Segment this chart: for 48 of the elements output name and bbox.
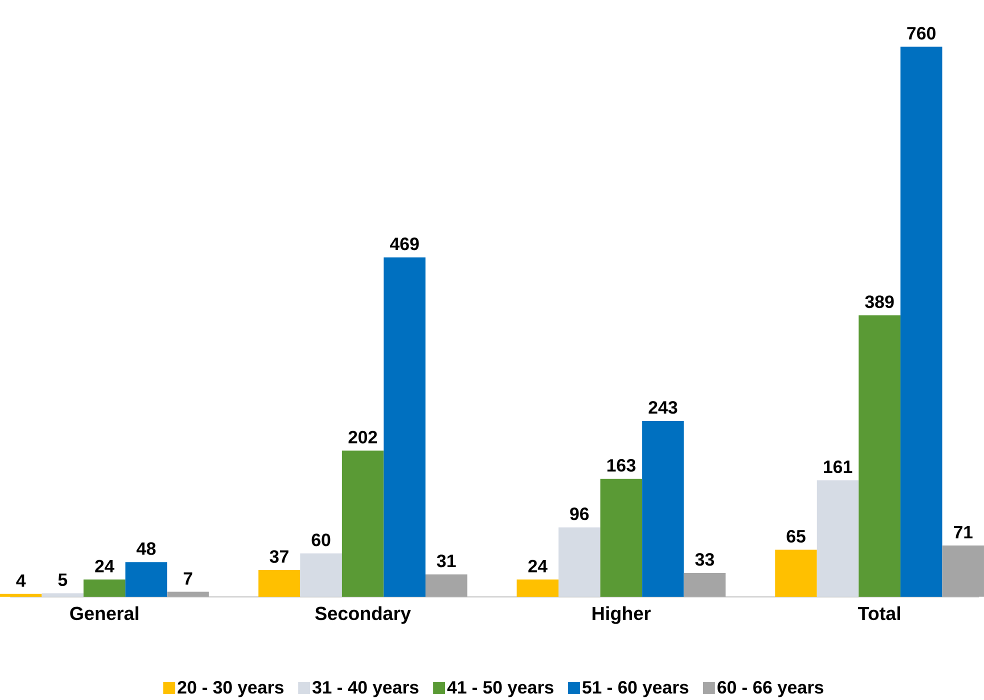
data-label: 389 (865, 295, 894, 308)
bar (84, 579, 126, 597)
bar (125, 562, 168, 597)
bar (0, 594, 42, 597)
data-label: 71 (954, 526, 973, 538)
data-label: 48 (136, 542, 156, 555)
data-label: 760 (907, 26, 936, 40)
bar (258, 570, 300, 597)
legend-label: 20 - 30 years (178, 680, 284, 698)
data-label: 24 (528, 560, 548, 572)
data-label: 31 (436, 554, 456, 568)
bar (642, 420, 684, 597)
bar (942, 545, 984, 597)
data-label: 7 (184, 572, 192, 584)
data-label: 60 (312, 533, 330, 546)
data-label: 4 (16, 574, 26, 587)
bar (684, 572, 726, 597)
legend-label: 60 - 66 years (718, 680, 824, 698)
data-label: 96 (570, 507, 589, 520)
legend-label: 41 - 50 years (447, 680, 554, 698)
data-label: 163 (607, 458, 636, 472)
data-label: 24 (95, 560, 114, 572)
bar (775, 550, 817, 597)
data-label: 5 (58, 573, 68, 586)
bar (858, 315, 900, 597)
x-tick-label: Higher (592, 606, 651, 624)
bar (900, 46, 942, 597)
data-label: 33 (695, 552, 714, 566)
bar (600, 478, 642, 597)
x-tick-label: Total (858, 606, 900, 620)
bar (558, 527, 600, 597)
bar (42, 593, 84, 597)
data-label: 65 (786, 530, 806, 542)
bar (300, 553, 342, 597)
legend-label: 31 - 40 years (312, 680, 418, 698)
data-label: 202 (348, 430, 377, 444)
data-label: 469 (390, 237, 419, 250)
x-tick-label: Secondary (315, 606, 411, 624)
bar (384, 257, 426, 597)
bar (342, 450, 384, 597)
bar (516, 579, 559, 597)
data-label: 37 (270, 550, 288, 563)
x-tick-label: General (70, 606, 138, 620)
data-label: 161 (824, 460, 852, 473)
bar (425, 574, 468, 597)
data-label: 243 (648, 400, 678, 414)
legend-label: 51 - 60 years (582, 680, 688, 698)
bar (816, 480, 859, 597)
